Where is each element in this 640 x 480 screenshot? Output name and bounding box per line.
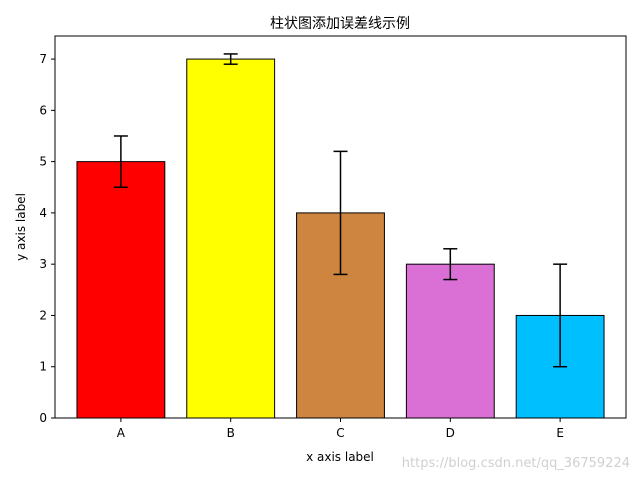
bar-A — [76, 161, 166, 419]
y-tick-label-0: 0 — [39, 411, 47, 425]
y-tick-label-6: 6 — [39, 103, 47, 117]
y-tick-label-1: 1 — [39, 360, 47, 374]
y-tick-label-4: 4 — [39, 206, 47, 220]
x-tick-label-D: D — [446, 426, 455, 440]
y-tick-label-7: 7 — [39, 52, 47, 66]
y-tick-label-5: 5 — [39, 155, 47, 169]
x-axis-ticks: A B C D E — [117, 418, 564, 440]
watermark-text: https://blog.csdn.net/qq_36759224 — [402, 456, 630, 471]
x-axis-label: x axis label — [306, 450, 374, 464]
bar-B — [186, 58, 276, 419]
bar-D — [405, 263, 495, 419]
x-tick-label-E: E — [556, 426, 564, 440]
x-tick-label-B: B — [227, 426, 235, 440]
chart-title: 柱状图添加误差线示例 — [270, 16, 410, 32]
y-tick-label-3: 3 — [39, 257, 47, 271]
x-tick-label-A: A — [117, 426, 126, 440]
x-tick-label-C: C — [336, 426, 344, 440]
error-bars — [113, 53, 568, 368]
y-axis-label: y axis label — [14, 193, 28, 261]
y-tick-label-2: 2 — [39, 308, 47, 322]
y-axis-ticks: 0 1 2 3 4 5 6 7 — [39, 52, 55, 425]
